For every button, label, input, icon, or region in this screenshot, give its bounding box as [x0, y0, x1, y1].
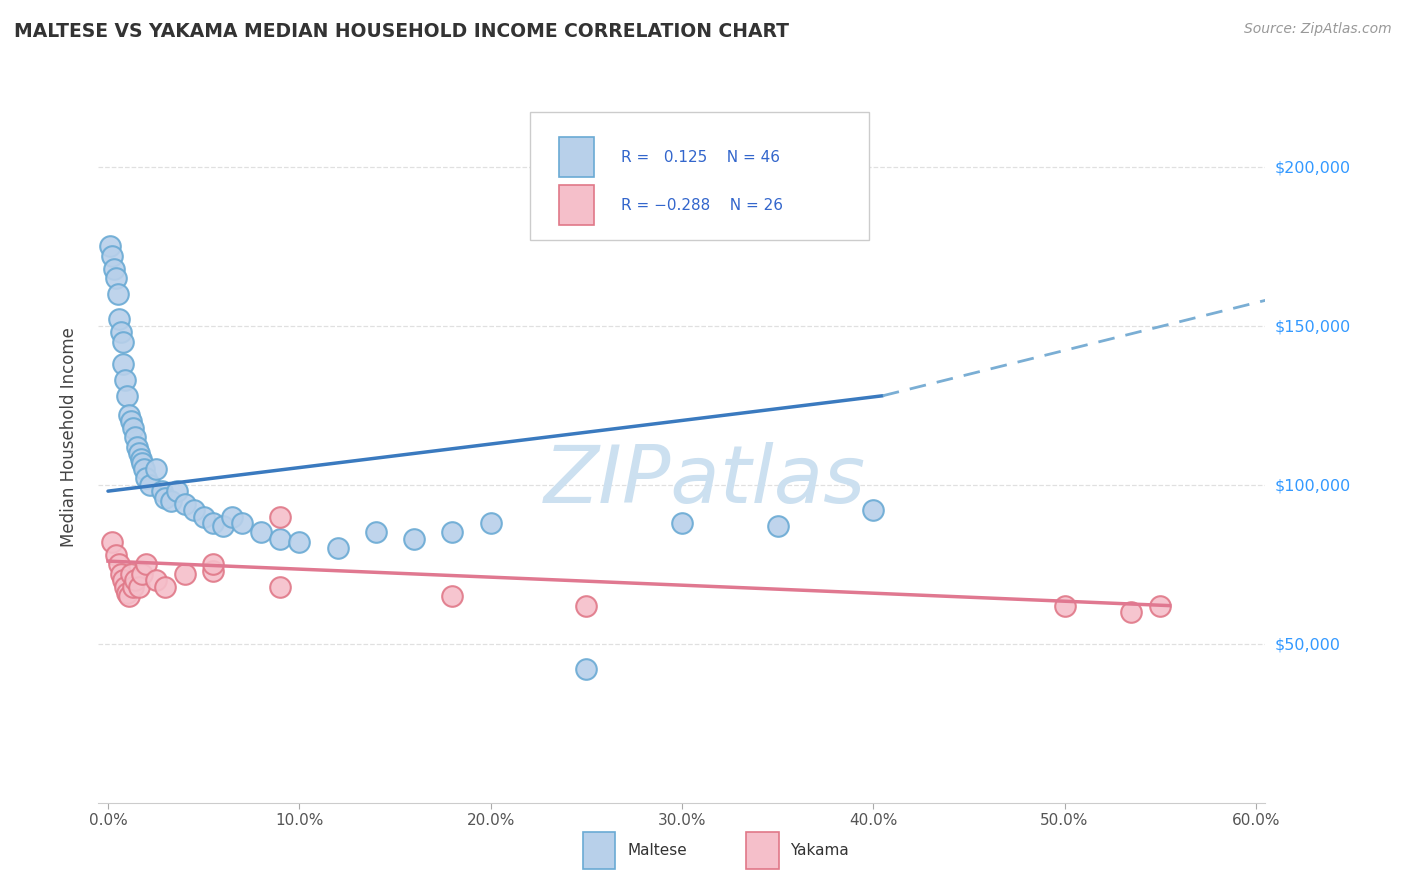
Point [128, 580, 150, 594]
Point [173, 497, 195, 511]
Point [160, 493, 183, 508]
Point [121, 580, 143, 594]
Point [269, 532, 291, 546]
Point [1149, 599, 1171, 613]
Text: MALTESE VS YAKAMA MEDIAN HOUSEHOLD INCOME CORRELATION CHART: MALTESE VS YAKAMA MEDIAN HOUSEHOLD INCOM… [14, 22, 789, 41]
Point [114, 373, 136, 387]
Point [110, 325, 132, 339]
Point [101, 535, 124, 549]
Point [202, 564, 225, 578]
Point [575, 662, 598, 676]
Text: R =   0.125    N = 46: R = 0.125 N = 46 [621, 150, 780, 165]
FancyBboxPatch shape [747, 832, 779, 869]
Point [145, 573, 167, 587]
Point [135, 558, 157, 572]
FancyBboxPatch shape [560, 137, 595, 178]
Point [766, 519, 789, 533]
Point [441, 525, 464, 540]
Point [221, 509, 243, 524]
Point [250, 525, 273, 540]
Point [120, 414, 142, 428]
Point [115, 389, 138, 403]
Point [118, 589, 141, 603]
Point [202, 516, 225, 530]
Point [125, 440, 148, 454]
Point [114, 580, 136, 594]
Point [112, 357, 135, 371]
Point [288, 535, 311, 549]
Point [128, 446, 150, 460]
Point [120, 566, 142, 581]
Point [124, 430, 146, 444]
Point [441, 589, 464, 603]
Point [671, 516, 693, 530]
Point [364, 525, 387, 540]
Point [862, 503, 884, 517]
Point [193, 509, 215, 524]
Point [139, 477, 162, 491]
Point [131, 566, 153, 581]
Point [155, 580, 177, 594]
Point [173, 566, 195, 581]
Point [479, 516, 502, 530]
Y-axis label: Median Household Income: Median Household Income [59, 327, 77, 547]
Point [183, 503, 205, 517]
Point [107, 287, 129, 301]
Point [108, 558, 131, 572]
Point [118, 408, 141, 422]
Text: R = −0.288    N = 26: R = −0.288 N = 26 [621, 198, 783, 212]
Point [103, 261, 125, 276]
Point [104, 548, 127, 562]
Point [131, 456, 153, 470]
Text: Maltese: Maltese [627, 843, 686, 858]
Point [121, 420, 143, 434]
Point [110, 566, 132, 581]
Point [112, 573, 135, 587]
Point [135, 471, 157, 485]
Point [108, 312, 131, 326]
Point [104, 271, 127, 285]
Point [202, 558, 225, 572]
Point [115, 586, 138, 600]
Point [129, 452, 152, 467]
Point [155, 491, 177, 505]
Point [1121, 605, 1143, 619]
Point [124, 573, 146, 587]
Point [98, 239, 121, 253]
Point [404, 532, 426, 546]
FancyBboxPatch shape [530, 112, 869, 240]
Point [145, 462, 167, 476]
Point [150, 484, 173, 499]
Point [1053, 599, 1076, 613]
Point [269, 509, 291, 524]
FancyBboxPatch shape [582, 832, 616, 869]
Point [211, 519, 233, 533]
Point [326, 541, 349, 556]
Point [575, 599, 598, 613]
Point [166, 484, 188, 499]
FancyBboxPatch shape [560, 185, 595, 225]
Point [101, 249, 124, 263]
Text: Source: ZipAtlas.com: Source: ZipAtlas.com [1244, 22, 1392, 37]
Point [112, 334, 135, 349]
Text: ZIPatlas: ZIPatlas [544, 442, 866, 520]
Text: Yakama: Yakama [790, 843, 849, 858]
Point [269, 580, 291, 594]
Point [231, 516, 253, 530]
Point [134, 462, 156, 476]
